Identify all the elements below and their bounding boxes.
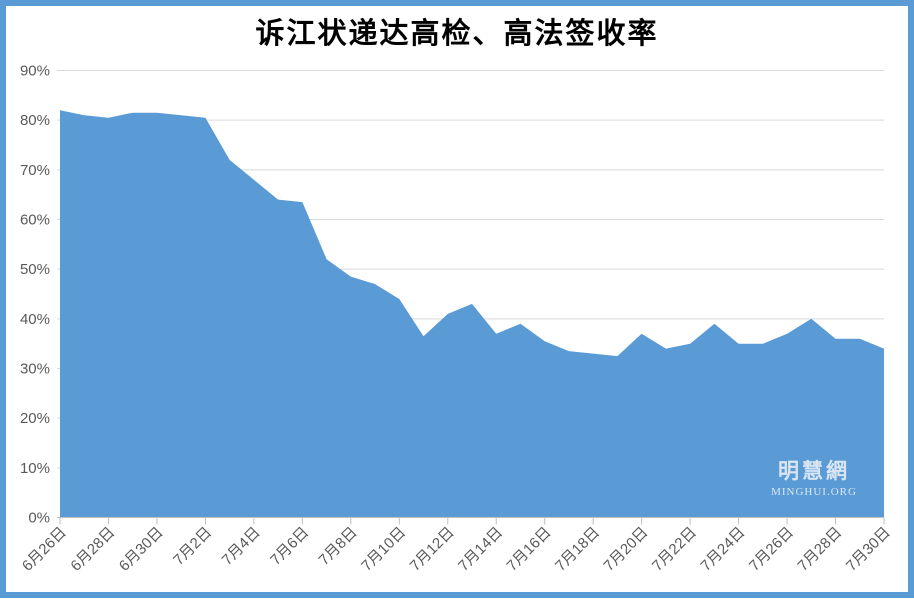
y-tick-label: 20% [20, 410, 50, 427]
y-tick-label: 0% [28, 510, 50, 527]
x-tick-label: 6月30日 [116, 524, 167, 575]
x-tick-label: 7月24日 [697, 524, 748, 575]
y-tick-label: 30% [20, 360, 50, 377]
x-tick-label: 7月28日 [794, 524, 845, 575]
x-tick-label: 7月16日 [504, 524, 555, 575]
x-tick-label: 7月12日 [407, 524, 458, 575]
x-tick-label: 7月20日 [600, 524, 651, 575]
chart-title: 诉江状递达高检、高法签收率 [255, 18, 659, 50]
x-tick-label: 7月2日 [170, 524, 215, 569]
x-tick-label: 7月8日 [316, 524, 361, 569]
x-tick-label: 6月28日 [67, 524, 118, 575]
x-tick-label: 7月18日 [552, 524, 603, 575]
y-tick-label: 50% [20, 261, 50, 278]
area-series [60, 110, 884, 518]
y-tick-label: 10% [20, 460, 50, 477]
x-tick-label: 7月14日 [455, 524, 506, 575]
y-tick-label: 90% [20, 62, 50, 79]
x-tick-label: 7月22日 [649, 524, 700, 575]
x-tick-label: 7月26日 [746, 524, 797, 575]
y-tick-label: 60% [20, 211, 50, 228]
x-tick-label: 7月10日 [358, 524, 409, 575]
x-tick-label: 7月4日 [219, 524, 264, 569]
x-tick-label: 7月30日 [843, 524, 894, 575]
x-tick-label: 7月6日 [267, 524, 312, 569]
y-tick-label: 40% [20, 311, 50, 328]
x-tick-label: 6月26日 [19, 524, 70, 575]
y-tick-label: 80% [20, 112, 50, 129]
y-tick-label: 70% [20, 162, 50, 179]
